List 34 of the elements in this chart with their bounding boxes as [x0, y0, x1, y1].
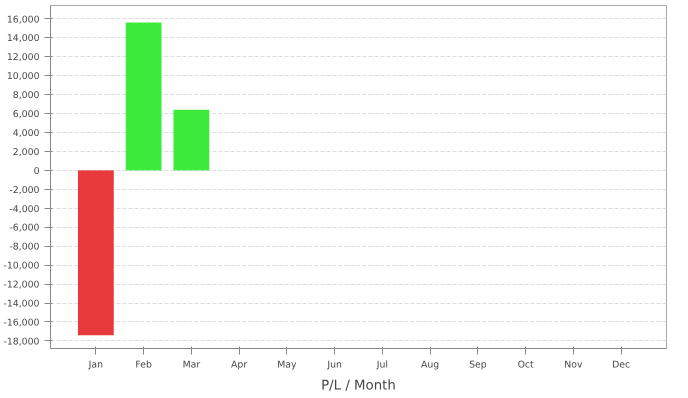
x-tick-label: Apr: [231, 360, 248, 370]
y-tick-label: -16,000: [3, 317, 40, 328]
y-tick-label: 12,000: [6, 52, 40, 64]
x-tick-label: Dec: [612, 360, 630, 370]
y-tick-label: -8,000: [9, 242, 40, 253]
y-tick-label: 0: [34, 166, 40, 177]
x-tick-label: Feb: [135, 360, 152, 370]
x-tick-label: Sep: [469, 360, 487, 370]
x-tick-label: May: [277, 360, 297, 370]
y-tick-label: 6,000: [12, 109, 40, 120]
x-axis-title: P/L / Month: [321, 378, 396, 394]
x-tick-label: Jan: [88, 360, 104, 370]
y-tick-label: -14,000: [3, 298, 40, 310]
x-tick-label: Mar: [182, 360, 200, 370]
y-tick-label: 14,000: [6, 33, 40, 44]
bar: [126, 22, 162, 170]
y-tick-label: -4,000: [9, 204, 40, 215]
y-tick-label: 8,000: [12, 90, 40, 102]
x-tick-label: Oct: [518, 360, 534, 370]
y-tick-label: -6,000: [9, 222, 40, 234]
y-tick-label: 10,000: [6, 71, 40, 82]
y-tick-label: 16,000: [6, 14, 40, 26]
bar: [78, 170, 114, 336]
x-tick-label: Jun: [326, 360, 342, 370]
y-tick-label: -10,000: [3, 260, 40, 272]
x-tick-label: Jul: [376, 360, 388, 370]
x-tick-label: Aug: [421, 360, 440, 370]
y-tick-label: 4,000: [12, 128, 40, 139]
bar: [173, 110, 210, 170]
y-tick-label: -12,000: [3, 280, 40, 291]
x-tick-label: Nov: [564, 360, 583, 370]
y-tick-label: -2,000: [9, 184, 40, 196]
y-tick-label: 2,000: [12, 146, 40, 158]
y-tick-label: -18,000: [3, 336, 40, 348]
